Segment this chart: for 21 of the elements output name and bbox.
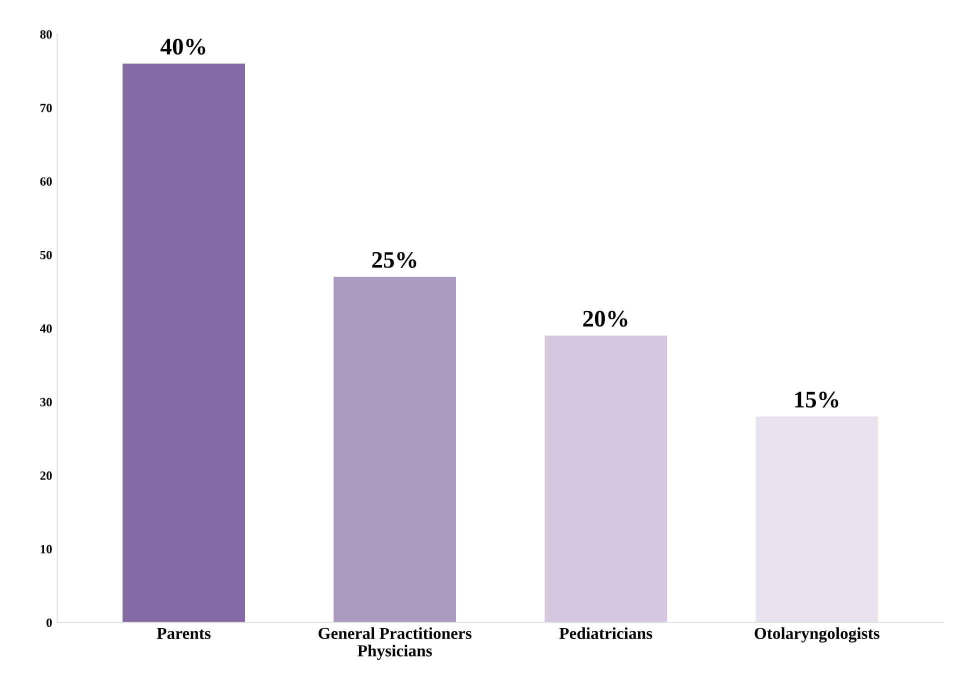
x-tick-label: Parents [156,628,211,640]
annotation: 40% [160,38,206,55]
x-tick-label: Pediatricians [559,627,652,640]
bar [122,64,245,622]
annotation: 15% [795,392,838,408]
annotation: 25% [372,252,416,268]
y-tick-label: 70 [40,104,52,112]
y-tick-label: 60 [40,177,52,186]
x-tick-label: General Practitioners Physicians [318,627,472,660]
y-tick-label: 0 [46,618,52,627]
bar [544,336,668,622]
y-tick-label: 40 [40,324,52,333]
y-tick-label: 30 [40,398,52,406]
y-tick-label: 10 [40,544,52,554]
bar [756,416,878,622]
y-tick-label: 80 [40,30,52,39]
bar [334,276,456,622]
x-tick-label: Otolaryngologists [754,627,880,643]
y-tick-label: 20 [40,471,52,480]
annotation: 20% [583,310,628,327]
y-tick-label: 50 [40,250,52,260]
